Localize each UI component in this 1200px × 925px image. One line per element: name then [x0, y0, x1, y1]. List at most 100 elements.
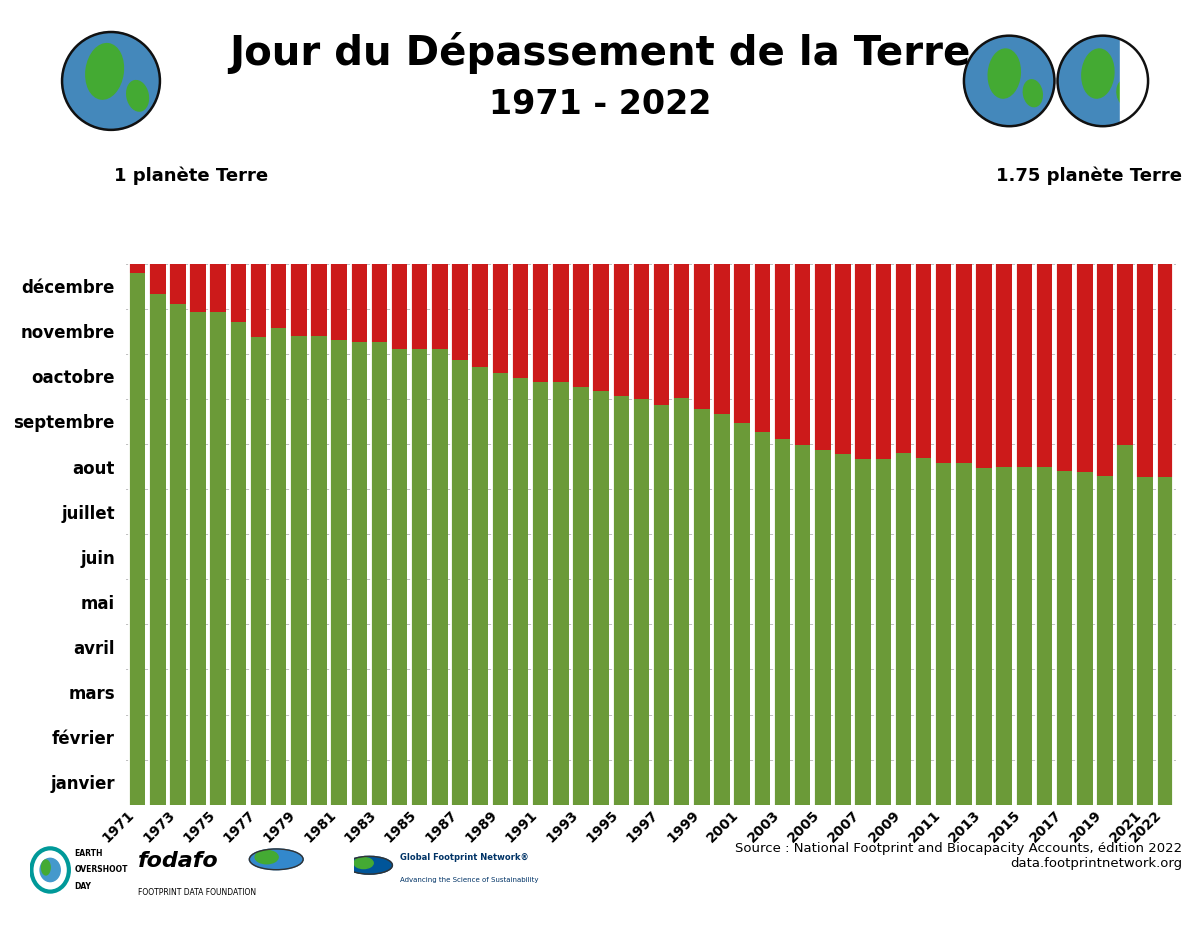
Bar: [1096, 264, 1112, 475]
Bar: [128, 264, 145, 273]
Bar: [996, 466, 1012, 805]
Bar: [694, 409, 709, 805]
Bar: [532, 382, 548, 805]
Ellipse shape: [1117, 80, 1136, 106]
Bar: [593, 264, 608, 391]
Bar: [371, 264, 388, 341]
Bar: [935, 463, 952, 805]
Bar: [794, 264, 810, 445]
Bar: [270, 264, 287, 328]
Text: 1.75 planète Terre: 1.75 planète Terre: [996, 166, 1182, 185]
Circle shape: [62, 32, 160, 130]
Bar: [1076, 264, 1092, 473]
Bar: [1036, 264, 1052, 466]
Bar: [1036, 466, 1052, 805]
Bar: [492, 264, 508, 373]
Bar: [431, 264, 448, 350]
Bar: [169, 304, 186, 805]
Bar: [1056, 264, 1073, 471]
Bar: [955, 264, 972, 463]
Bar: [754, 432, 770, 805]
Bar: [653, 405, 670, 805]
Text: 1971 - 2022: 1971 - 2022: [488, 88, 712, 121]
Bar: [451, 264, 468, 360]
Bar: [794, 445, 810, 805]
Bar: [572, 264, 589, 387]
Bar: [149, 264, 166, 294]
Ellipse shape: [1024, 80, 1043, 106]
Bar: [1015, 264, 1032, 466]
Text: Jour du Dépassement de la Terre: Jour du Dépassement de la Terre: [229, 32, 971, 74]
Bar: [290, 336, 306, 805]
Bar: [875, 264, 892, 459]
Bar: [774, 439, 791, 805]
Bar: [229, 264, 246, 322]
Bar: [653, 264, 670, 405]
Bar: [451, 360, 468, 805]
Text: Source : National Footprint and Biocapacity Accounts, édition 2022
data.footprin: Source : National Footprint and Biocapac…: [734, 842, 1182, 869]
Bar: [350, 341, 367, 805]
Bar: [935, 264, 952, 463]
Bar: [632, 399, 649, 805]
Ellipse shape: [127, 80, 149, 111]
Bar: [673, 398, 690, 805]
Bar: [1136, 477, 1153, 805]
Bar: [210, 264, 226, 312]
Ellipse shape: [1082, 49, 1114, 98]
Ellipse shape: [354, 857, 373, 869]
Bar: [511, 264, 528, 377]
Bar: [492, 373, 508, 805]
Bar: [552, 264, 569, 382]
Bar: [1157, 264, 1174, 477]
Bar: [330, 340, 347, 805]
Bar: [1157, 477, 1174, 805]
Bar: [814, 450, 830, 805]
Bar: [673, 264, 690, 398]
Text: DAY: DAY: [74, 882, 91, 891]
Bar: [572, 387, 589, 805]
Bar: [210, 312, 226, 805]
Bar: [612, 396, 629, 805]
Bar: [128, 273, 145, 805]
Bar: [814, 264, 830, 450]
Bar: [914, 264, 931, 458]
Text: Global Footprint Network®: Global Footprint Network®: [400, 854, 529, 862]
Bar: [391, 264, 407, 350]
Ellipse shape: [989, 49, 1020, 98]
Bar: [311, 336, 326, 805]
Bar: [350, 264, 367, 341]
Bar: [410, 350, 427, 805]
Text: Advancing the Science of Sustainability: Advancing the Science of Sustainability: [400, 877, 539, 883]
Text: EARTH: EARTH: [74, 849, 103, 857]
Bar: [311, 264, 326, 336]
Bar: [511, 377, 528, 805]
Text: fodafo: fodafo: [138, 851, 218, 870]
Bar: [431, 350, 448, 805]
Bar: [1116, 445, 1133, 805]
Bar: [854, 459, 871, 805]
Text: 1 planète Terre: 1 planète Terre: [114, 166, 268, 185]
Bar: [593, 391, 608, 805]
Ellipse shape: [85, 43, 124, 99]
Bar: [270, 328, 287, 805]
Bar: [914, 458, 931, 805]
Bar: [149, 294, 166, 805]
Bar: [190, 312, 206, 805]
Circle shape: [250, 849, 304, 870]
Bar: [733, 423, 750, 805]
Bar: [1056, 471, 1073, 805]
Bar: [733, 264, 750, 423]
Bar: [190, 264, 206, 312]
Bar: [532, 264, 548, 382]
Bar: [875, 459, 892, 805]
Bar: [410, 264, 427, 350]
Bar: [229, 322, 246, 805]
Circle shape: [964, 36, 1055, 126]
Bar: [996, 264, 1012, 466]
Bar: [391, 350, 407, 805]
Bar: [472, 264, 488, 367]
Bar: [976, 264, 991, 468]
Bar: [895, 264, 911, 453]
Text: OVERSHOOT: OVERSHOOT: [74, 866, 128, 874]
Bar: [552, 382, 569, 805]
